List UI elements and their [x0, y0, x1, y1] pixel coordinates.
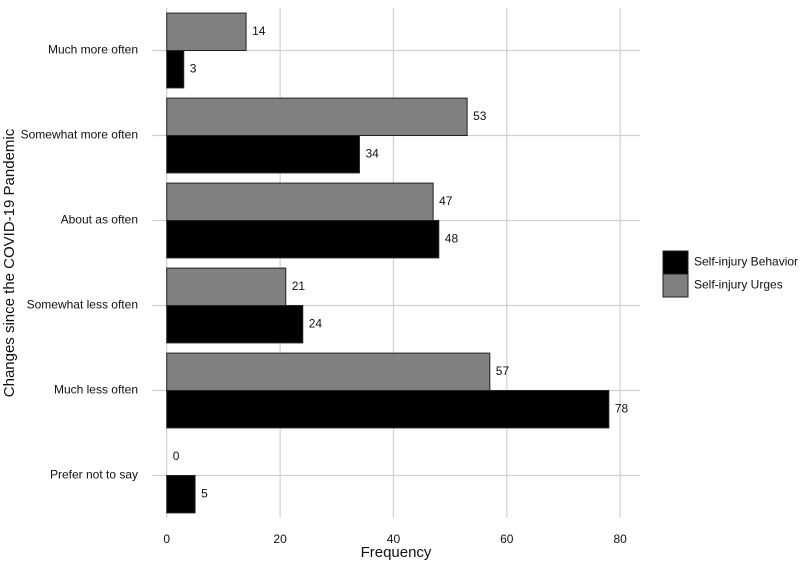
- y-tick-label: Somewhat more often: [21, 128, 138, 142]
- y-axis-title: Changes since the COVID-19 Pandemic: [1, 128, 18, 397]
- data-label: 57: [496, 364, 510, 378]
- data-label: 0: [173, 449, 180, 463]
- data-label: 53: [473, 109, 487, 123]
- bar: [166, 135, 360, 174]
- bar: [166, 352, 491, 392]
- x-tick-label: 40: [387, 532, 401, 546]
- bar: [166, 182, 434, 222]
- data-label: 5: [201, 486, 208, 500]
- y-tick-label: Somewhat less often: [27, 298, 138, 312]
- y-tick-label: About as often: [61, 213, 138, 227]
- bar: [166, 475, 196, 514]
- legend-swatch: [662, 250, 689, 275]
- bar: [166, 390, 610, 429]
- legend-label: Self-injury Behavior: [694, 255, 798, 269]
- x-tick-label: 60: [500, 532, 514, 546]
- bar: [166, 97, 468, 136]
- bar: [166, 220, 440, 259]
- legend-swatch: [662, 273, 689, 298]
- bar: [166, 50, 185, 89]
- data-label: 47: [439, 194, 453, 208]
- y-tick-label: Prefer not to say: [50, 468, 138, 482]
- x-tick-label: 0: [163, 532, 170, 546]
- x-tick-label: 20: [273, 532, 287, 546]
- data-label: 14: [252, 24, 266, 38]
- y-tick-label: Much less often: [54, 383, 138, 397]
- data-label: 78: [615, 401, 629, 415]
- data-label: 34: [365, 146, 379, 160]
- data-label: 3: [190, 61, 197, 75]
- legend-label: Self-injury Urges: [694, 278, 783, 292]
- data-label: 24: [309, 316, 323, 330]
- x-tick-label: 80: [613, 532, 627, 546]
- bar: [166, 305, 304, 344]
- bar: [166, 12, 247, 52]
- data-label: 48: [445, 231, 459, 245]
- y-tick-label: Much more often: [48, 43, 138, 57]
- x-axis-title: Frequency: [361, 544, 432, 561]
- bar: [166, 267, 287, 307]
- data-label: 21: [292, 279, 306, 293]
